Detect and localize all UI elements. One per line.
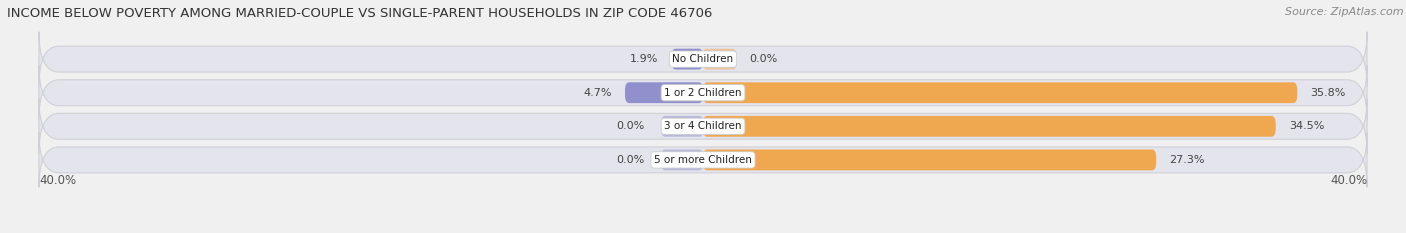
FancyBboxPatch shape [39,65,1367,120]
FancyBboxPatch shape [703,82,1298,103]
FancyBboxPatch shape [39,32,1367,86]
Text: 27.3%: 27.3% [1170,155,1205,165]
Text: INCOME BELOW POVERTY AMONG MARRIED-COUPLE VS SINGLE-PARENT HOUSEHOLDS IN ZIP COD: INCOME BELOW POVERTY AMONG MARRIED-COUPL… [7,7,713,20]
Text: 0.0%: 0.0% [617,121,645,131]
Text: 1.9%: 1.9% [630,54,658,64]
Text: 0.0%: 0.0% [617,155,645,165]
Text: 40.0%: 40.0% [1330,174,1367,187]
Text: 0.0%: 0.0% [749,54,778,64]
FancyBboxPatch shape [661,116,703,137]
FancyBboxPatch shape [703,49,737,69]
Text: 35.8%: 35.8% [1310,88,1346,98]
Text: Source: ZipAtlas.com: Source: ZipAtlas.com [1285,7,1403,17]
Text: 34.5%: 34.5% [1289,121,1324,131]
FancyBboxPatch shape [661,150,703,170]
Text: 40.0%: 40.0% [39,174,76,187]
Text: 5 or more Children: 5 or more Children [654,155,752,165]
FancyBboxPatch shape [39,99,1367,154]
Legend: Married Couples, Single Parents: Married Couples, Single Parents [586,229,820,233]
FancyBboxPatch shape [39,133,1367,187]
Text: 4.7%: 4.7% [583,88,612,98]
Text: 3 or 4 Children: 3 or 4 Children [664,121,742,131]
Text: No Children: No Children [672,54,734,64]
FancyBboxPatch shape [672,49,703,69]
FancyBboxPatch shape [703,116,1275,137]
FancyBboxPatch shape [626,82,703,103]
FancyBboxPatch shape [703,150,1156,170]
Text: 1 or 2 Children: 1 or 2 Children [664,88,742,98]
